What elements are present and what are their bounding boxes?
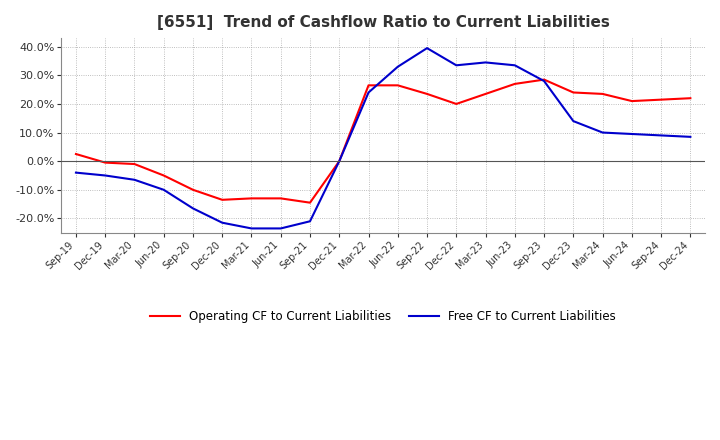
Operating CF to Current Liabilities	[598, 91, 607, 96]
Operating CF to Current Liabilities	[686, 95, 695, 101]
Operating CF to Current Liabilities	[540, 77, 549, 82]
Free CF to Current Liabilities	[101, 173, 109, 178]
Operating CF to Current Liabilities	[452, 101, 461, 106]
Operating CF to Current Liabilities	[189, 187, 197, 192]
Free CF to Current Liabilities	[130, 177, 139, 183]
Operating CF to Current Liabilities	[159, 173, 168, 178]
Operating CF to Current Liabilities	[276, 196, 285, 201]
Operating CF to Current Liabilities	[101, 160, 109, 165]
Free CF to Current Liabilities	[510, 62, 519, 68]
Free CF to Current Liabilities	[247, 226, 256, 231]
Free CF to Current Liabilities	[628, 132, 636, 137]
Free CF to Current Liabilities	[71, 170, 80, 175]
Free CF to Current Liabilities	[686, 134, 695, 139]
Free CF to Current Liabilities	[423, 45, 431, 51]
Operating CF to Current Liabilities	[393, 83, 402, 88]
Free CF to Current Liabilities	[218, 220, 227, 225]
Operating CF to Current Liabilities	[71, 151, 80, 157]
Operating CF to Current Liabilities	[657, 97, 665, 102]
Operating CF to Current Liabilities	[423, 91, 431, 96]
Operating CF to Current Liabilities	[218, 197, 227, 202]
Free CF to Current Liabilities	[364, 90, 373, 95]
Free CF to Current Liabilities	[276, 226, 285, 231]
Free CF to Current Liabilities	[481, 60, 490, 65]
Free CF to Current Liabilities	[452, 62, 461, 68]
Free CF to Current Liabilities	[657, 133, 665, 138]
Operating CF to Current Liabilities	[628, 99, 636, 104]
Operating CF to Current Liabilities	[306, 200, 315, 205]
Title: [6551]  Trend of Cashflow Ratio to Current Liabilities: [6551] Trend of Cashflow Ratio to Curren…	[157, 15, 610, 30]
Free CF to Current Liabilities	[569, 118, 577, 124]
Operating CF to Current Liabilities	[569, 90, 577, 95]
Operating CF to Current Liabilities	[481, 91, 490, 96]
Operating CF to Current Liabilities	[510, 81, 519, 87]
Operating CF to Current Liabilities	[130, 161, 139, 167]
Free CF to Current Liabilities	[306, 219, 315, 224]
Free CF to Current Liabilities	[540, 78, 549, 84]
Line: Free CF to Current Liabilities: Free CF to Current Liabilities	[76, 48, 690, 228]
Operating CF to Current Liabilities	[364, 83, 373, 88]
Free CF to Current Liabilities	[189, 206, 197, 211]
Free CF to Current Liabilities	[598, 130, 607, 135]
Operating CF to Current Liabilities	[335, 158, 343, 164]
Line: Operating CF to Current Liabilities: Operating CF to Current Liabilities	[76, 80, 690, 203]
Free CF to Current Liabilities	[393, 64, 402, 70]
Free CF to Current Liabilities	[335, 158, 343, 164]
Legend: Operating CF to Current Liabilities, Free CF to Current Liabilities: Operating CF to Current Liabilities, Fre…	[145, 305, 621, 328]
Free CF to Current Liabilities	[159, 187, 168, 192]
Operating CF to Current Liabilities	[247, 196, 256, 201]
